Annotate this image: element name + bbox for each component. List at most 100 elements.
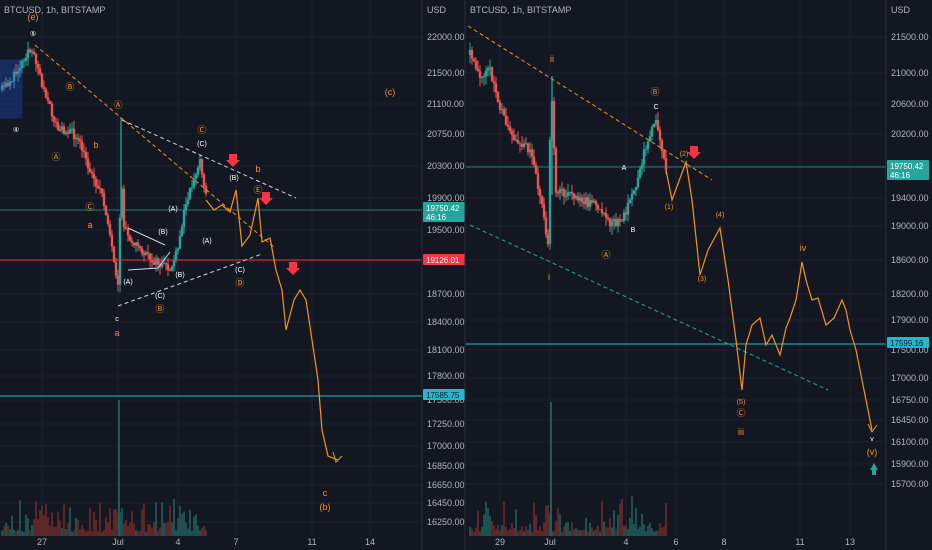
candle-body (468, 50, 472, 55)
candle-body (594, 200, 598, 206)
volume-bar (159, 527, 161, 536)
wave-label: C (653, 104, 658, 111)
volume-bar (639, 526, 641, 536)
right-price-axis[interactable]: USD 21500.0021000.0020600.0020200.001980… (891, 5, 929, 489)
volume-bar (585, 517, 587, 536)
x-tick-label: 27 (37, 537, 47, 547)
volume-bar (651, 528, 653, 536)
left-time-axis[interactable]: 27 Jul 4 7 11 14 (37, 537, 375, 547)
trendline-upper (121, 119, 297, 199)
candle-body (504, 115, 508, 125)
volume-bar (507, 530, 509, 536)
volume-bar (165, 522, 167, 536)
candle-body (556, 192, 560, 194)
wave-label: (C) (197, 141, 207, 148)
candle-body (142, 253, 146, 256)
volume-bar (571, 522, 573, 536)
candle-body (552, 100, 556, 149)
volume-bar (125, 520, 127, 536)
candle-body (40, 73, 44, 88)
price-badge (423, 389, 465, 400)
candle-body (588, 200, 592, 208)
candle-body (164, 263, 168, 265)
candle-body (122, 188, 126, 228)
candle-body (486, 68, 490, 71)
candle-body (132, 242, 136, 246)
candle-body (570, 191, 574, 194)
volume-bar (153, 521, 155, 536)
volume-bar (101, 531, 103, 536)
volume-bar (625, 524, 627, 536)
volume-bar (155, 502, 157, 536)
candle-body (8, 81, 12, 87)
volume-bar (203, 526, 205, 536)
volume-bar (485, 501, 487, 536)
volume-bar (131, 511, 133, 536)
candle-body (622, 212, 626, 221)
volume-bar (589, 522, 591, 536)
volume-bar (129, 522, 131, 536)
volume-bar (121, 507, 123, 536)
volume-bar (201, 527, 203, 536)
volume-bar (647, 525, 649, 536)
left-annotations: (e)⑤④ⒷⒶⒸabⒶca(A)(C)(B)Ⓑ(A)(B)(A)Ⓒ(C)(B)b… (0, 12, 422, 512)
candle-body (4, 82, 8, 87)
candle-body (600, 209, 604, 214)
wave-label: i (548, 272, 550, 282)
down-arrow-icon (259, 192, 273, 205)
right-time-axis[interactable]: 29 Jul 4 6 8 11 13 (495, 537, 855, 547)
candle-body (618, 219, 622, 221)
trendline-green (469, 224, 829, 391)
volume-bar (541, 531, 543, 536)
volume-bar (605, 527, 607, 536)
candle-body (582, 201, 586, 205)
candle-body (108, 223, 112, 235)
candle-body (528, 149, 532, 153)
wave-label: ⑤ (30, 30, 36, 38)
volume-bar (118, 400, 120, 536)
wave-label: v (870, 436, 874, 443)
volume-bar (197, 525, 199, 536)
candle-body (172, 259, 176, 267)
candle-body (596, 205, 600, 210)
volume-bar (521, 526, 523, 536)
volume-bar (579, 530, 581, 536)
candle-body (176, 248, 180, 251)
wave-label: Ⓒ (736, 408, 745, 418)
volume-bar (3, 526, 5, 536)
trendline-orange (467, 25, 713, 181)
candle-body (562, 189, 566, 197)
candle-body (482, 76, 486, 78)
candle-body (100, 188, 104, 194)
y-tick-label: 19900.00 (427, 193, 465, 203)
left-chart-panel[interactable]: (e)⑤④ⒷⒶⒸabⒶca(A)(C)(B)Ⓑ(A)(B)(A)Ⓒ(C)(B)b… (0, 0, 465, 550)
volume-bar (87, 530, 89, 536)
price-badge (887, 337, 929, 348)
volume-bar (123, 523, 125, 536)
candle-body (6, 82, 10, 87)
candle-body (200, 159, 204, 175)
candle-body (146, 252, 150, 254)
candle-body (602, 212, 606, 214)
candle-body (624, 212, 628, 215)
candle-body (614, 219, 618, 227)
volume-bar (85, 531, 87, 536)
volume-bar (653, 531, 655, 536)
volume-bar (127, 525, 129, 536)
y-tick-label: 16250.00 (427, 517, 465, 527)
candle-body (48, 100, 52, 104)
wave-label: (5) (737, 399, 746, 406)
x-tick-label: 8 (721, 537, 726, 547)
candle-body (650, 127, 654, 137)
y-tick-label: 17500.00 (891, 345, 929, 355)
candle-body (510, 130, 514, 135)
y-tick-label: 15700.00 (891, 479, 929, 489)
wave-label: (C) (235, 267, 245, 274)
candle-body (186, 199, 190, 204)
volume-bar (109, 508, 111, 536)
wave-label: c (323, 488, 328, 498)
candle-body (134, 242, 138, 246)
volume-bar (157, 530, 159, 536)
price-badge (423, 254, 465, 265)
